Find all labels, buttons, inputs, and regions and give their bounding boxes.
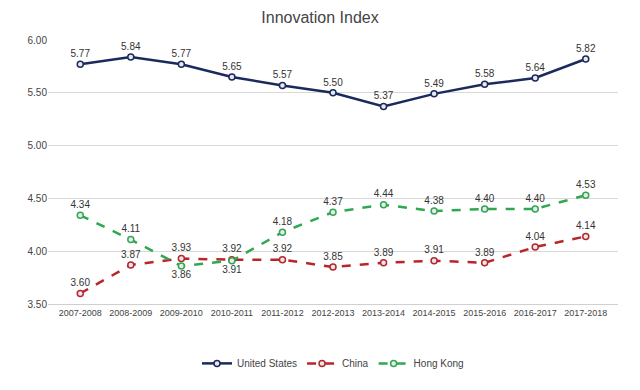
svg-text:2014-2015: 2014-2015 [413, 308, 456, 318]
svg-text:4.18: 4.18 [273, 216, 293, 227]
svg-text:6.00: 6.00 [28, 35, 48, 46]
svg-text:2015-2016: 2015-2016 [463, 308, 506, 318]
svg-text:2010-2011: 2010-2011 [211, 308, 253, 318]
svg-text:Hong Kong: Hong Kong [414, 358, 464, 369]
svg-text:4.44: 4.44 [374, 188, 394, 199]
svg-text:5.58: 5.58 [475, 68, 495, 79]
svg-text:5.65: 5.65 [222, 61, 242, 72]
svg-text:4.38: 4.38 [424, 195, 444, 206]
svg-text:3.89: 3.89 [374, 247, 394, 258]
svg-text:5.49: 5.49 [424, 78, 444, 89]
svg-text:5.77: 5.77 [71, 48, 91, 59]
svg-text:2013-2014: 2013-2014 [362, 308, 405, 318]
svg-text:5.77: 5.77 [172, 48, 192, 59]
svg-text:4.50: 4.50 [28, 193, 48, 204]
svg-text:5.84: 5.84 [121, 41, 141, 52]
svg-text:3.91: 3.91 [424, 244, 444, 255]
svg-text:5.57: 5.57 [273, 69, 293, 80]
svg-text:3.87: 3.87 [121, 249, 141, 260]
svg-text:China: China [342, 358, 369, 369]
svg-text:4.40: 4.40 [525, 193, 545, 204]
svg-text:2007-2008: 2007-2008 [59, 308, 102, 318]
svg-text:5.50: 5.50 [28, 87, 48, 98]
svg-text:3.60: 3.60 [71, 277, 91, 288]
svg-text:2012-2013: 2012-2013 [311, 308, 354, 318]
svg-text:2017-2018: 2017-2018 [564, 308, 607, 318]
svg-text:4.00: 4.00 [28, 246, 48, 257]
svg-text:3.92: 3.92 [273, 243, 293, 254]
svg-text:2009-2010: 2009-2010 [160, 308, 203, 318]
svg-text:4.34: 4.34 [71, 199, 91, 210]
svg-text:3.93: 3.93 [172, 242, 192, 253]
svg-text:3.91: 3.91 [222, 264, 242, 275]
svg-text:4.04: 4.04 [525, 231, 545, 242]
svg-text:4.14: 4.14 [576, 220, 596, 231]
svg-text:4.53: 4.53 [576, 179, 596, 190]
svg-text:5.50: 5.50 [323, 77, 343, 88]
svg-text:5.37: 5.37 [374, 90, 394, 101]
svg-text:United States: United States [237, 358, 297, 369]
svg-text:3.89: 3.89 [475, 247, 495, 258]
svg-text:5.64: 5.64 [525, 62, 545, 73]
svg-text:3.92: 3.92 [222, 243, 242, 254]
svg-text:5.82: 5.82 [576, 43, 596, 54]
svg-text:4.37: 4.37 [323, 196, 343, 207]
svg-text:3.50: 3.50 [28, 299, 48, 310]
svg-text:2016-2017: 2016-2017 [514, 308, 557, 318]
svg-text:4.11: 4.11 [121, 223, 140, 234]
svg-text:3.86: 3.86 [172, 269, 192, 280]
svg-text:4.40: 4.40 [475, 193, 495, 204]
svg-text:Innovation Index: Innovation Index [261, 9, 378, 26]
svg-text:3.85: 3.85 [323, 251, 343, 262]
svg-text:2008-2009: 2008-2009 [109, 308, 152, 318]
svg-text:5.00: 5.00 [28, 140, 48, 151]
svg-text:2011-2012: 2011-2012 [261, 308, 303, 318]
